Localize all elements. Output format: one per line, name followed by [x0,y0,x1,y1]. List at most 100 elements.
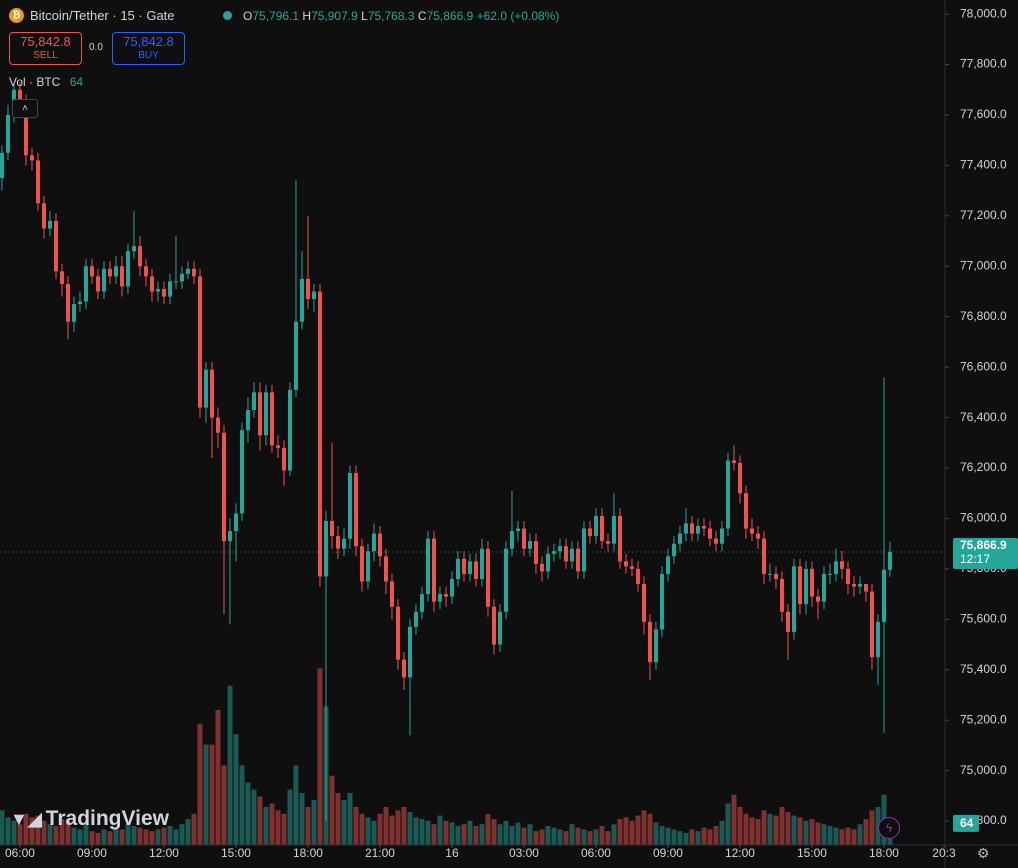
candle-body [653,629,658,663]
volume-bar [59,819,65,845]
volume-bar [569,824,575,845]
x-tick-label: 21:00 [365,846,395,860]
volume-bar [221,765,227,845]
c-label: C [417,9,427,23]
candle-body [179,273,184,282]
candle-body [263,392,268,436]
candle-body [815,596,820,602]
candle-body [77,301,82,305]
volume-bar [311,799,317,845]
candle-body [887,552,892,570]
volume-bar [377,813,383,845]
candle-body [251,392,256,411]
candle-body [665,556,670,574]
candle-body [539,563,544,572]
volume-bar [155,829,161,845]
candle-body [581,528,586,572]
buy-button[interactable]: 75,842.8 BUY [112,32,185,65]
volume-bar [653,822,659,845]
candle-body [125,251,130,287]
volume-bar [203,744,209,845]
candle-body [281,447,286,471]
spread: 0.0 [89,42,103,53]
volume-bar [707,829,713,845]
axes: 74,800.075,000.075,200.075,400.075,600.0… [5,6,1018,860]
candle-body [335,536,340,549]
candle-body [863,584,868,592]
y-tick-label: 75,600.0 [960,611,1007,625]
volume-bar [785,812,791,845]
candle-body [359,546,364,582]
volume-bar [0,810,5,845]
candle-body [137,246,142,267]
x-tick-label: 09:00 [653,846,683,860]
l-label: L [361,9,368,23]
collapse-button[interactable]: ˄ [12,99,38,118]
candle-body [797,566,802,605]
symbol-title[interactable]: Bitcoin/Tether · 15 · Gate [30,8,175,23]
candle-body [377,533,382,557]
candle-body [695,526,700,534]
candle-body [407,626,412,678]
candle-body [545,553,550,572]
volume-bar [425,820,431,845]
candle-body [791,566,796,632]
alert-icon[interactable]: ϟ [878,817,900,839]
candle-body [173,281,178,283]
volume-bar [563,831,569,845]
volume-bar [551,827,557,845]
candle-body [443,594,448,597]
volume-bar [275,810,281,845]
volume-bar [743,813,749,845]
x-tick-label: 15:00 [221,846,251,860]
volume-bar [227,685,233,845]
candle-body [599,515,604,542]
candle-body [395,606,400,660]
candle-body [401,659,406,678]
candle-body [329,520,334,537]
candle-body [293,321,298,390]
candle-body [269,392,274,446]
candle-body [641,584,646,622]
last-price-box [953,538,1018,570]
y-tick-label: 77,600.0 [960,107,1007,121]
sell-button[interactable]: 75,842.8 SELL [9,32,82,65]
volume-bar [755,819,761,845]
candle-body [851,584,856,587]
candle-body [413,611,418,627]
volume-bar [857,824,863,845]
y-tick-label: 75,000.0 [960,763,1007,777]
candle-body [497,611,502,645]
volume-bar [317,668,323,845]
candle-body [461,558,466,574]
candle-body [743,493,748,529]
settings-icon[interactable]: ⚙ [977,845,990,861]
logo[interactable]: ▼◢ TradingView [10,807,169,830]
candle-body [659,573,664,630]
candle-body [521,528,526,549]
volume-bar [521,827,527,845]
sell-label: SELL [33,50,58,61]
candle-body [773,573,778,579]
candle-body [317,291,322,577]
volume-bar [797,817,803,845]
candle-body [761,538,766,574]
candle-body [833,561,838,574]
volume-bar [65,820,71,845]
y-tick-label: 76,600.0 [960,359,1007,373]
candle-body [503,548,508,612]
candle-body [431,538,436,602]
volume-bar [815,822,821,845]
candle-body [593,515,598,537]
candle-body [227,531,232,542]
volume-label: 64 [960,816,974,830]
candle-body [23,102,28,156]
volume-bar [695,831,701,845]
volume-bar [773,815,779,845]
candle-body [533,541,538,564]
candle-body [563,546,568,562]
volume-bar [119,829,125,845]
candle-body [491,606,496,645]
candle-body [221,432,226,542]
volume-bar [497,824,503,845]
